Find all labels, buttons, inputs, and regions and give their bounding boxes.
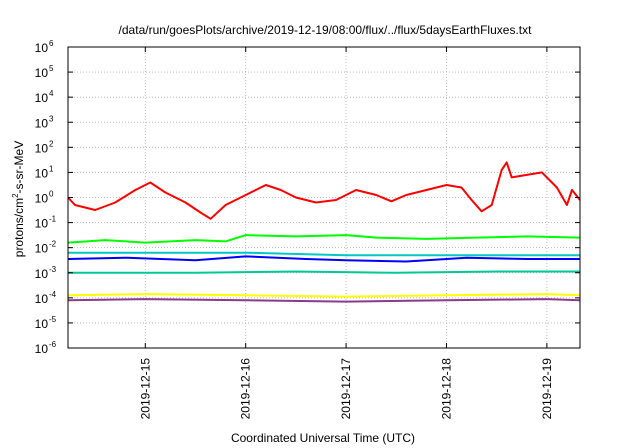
y-tick-exponent: -6 [49, 340, 57, 349]
y-tick-exponent: -2 [49, 240, 57, 249]
y-axis: 10 -610 -510 -410 -310 -210 -110 010 110 210 310 41… [35, 39, 580, 356]
y-tick-exponent: 3 [49, 114, 54, 123]
series-line [68, 251, 580, 257]
chart-title: /data/run/goesPlots/archive/2019-12-19/0… [119, 23, 533, 37]
x-axis: 2019-12-15 2019-12-16 2019-12-17 2019-12-18… [138, 47, 554, 419]
y-tick-exponent: 5 [49, 64, 54, 73]
x-tick-label: 2019-12-16 [239, 358, 253, 420]
y-tick-label: 10 [35, 217, 49, 231]
x-axis-label: Coordinated Universal Time (UTC) [231, 431, 415, 445]
y-tick-exponent: 6 [49, 39, 54, 48]
y-tick-label: 10 [35, 91, 49, 105]
y-axis-label-sup: 2 [11, 193, 20, 198]
y-tick-label: 10 [35, 242, 49, 256]
y-tick-label: 10 [35, 116, 49, 130]
y-tick-exponent: -1 [49, 215, 57, 224]
y-tick-label: 10 [35, 292, 49, 306]
y-tick-label: 10 [35, 267, 49, 281]
x-tick-label: 2019-12-18 [439, 358, 453, 420]
grid-lines [68, 47, 580, 348]
series-line [67, 234, 581, 244]
y-tick-exponent: 4 [49, 89, 54, 98]
series-line [67, 293, 581, 298]
series-line [67, 161, 581, 220]
series-group [67, 161, 581, 303]
y-tick-label: 10 [35, 342, 49, 356]
y-tick-exponent: 0 [49, 190, 54, 199]
x-tick-label: 2019-12-19 [540, 358, 554, 420]
y-tick-label: 10 [35, 317, 49, 331]
y-tick-exponent: -3 [49, 265, 57, 274]
series-line [67, 255, 580, 263]
series-line [67, 298, 581, 303]
y-tick-exponent: 1 [49, 164, 54, 173]
y-tick-label: 10 [35, 66, 49, 80]
y-tick-label: 10 [35, 41, 49, 55]
y-tick-label: 10 [35, 192, 49, 206]
y-tick-exponent: -5 [49, 315, 57, 324]
y-axis-label-base: protons/cm [12, 198, 26, 257]
y-tick-label: 10 [35, 166, 49, 180]
y-axis-label-rest: -s-sr-MeV [12, 141, 26, 194]
y-axis-label: protons/cm2-s-sr-MeV [11, 141, 26, 257]
series-line [68, 270, 580, 274]
y-tick-exponent: -4 [49, 290, 57, 299]
x-tick-label: 2019-12-15 [138, 358, 152, 420]
x-tick-label: 2019-12-17 [339, 358, 353, 420]
y-tick-label: 10 [35, 141, 49, 155]
y-tick-exponent: 2 [49, 139, 54, 148]
